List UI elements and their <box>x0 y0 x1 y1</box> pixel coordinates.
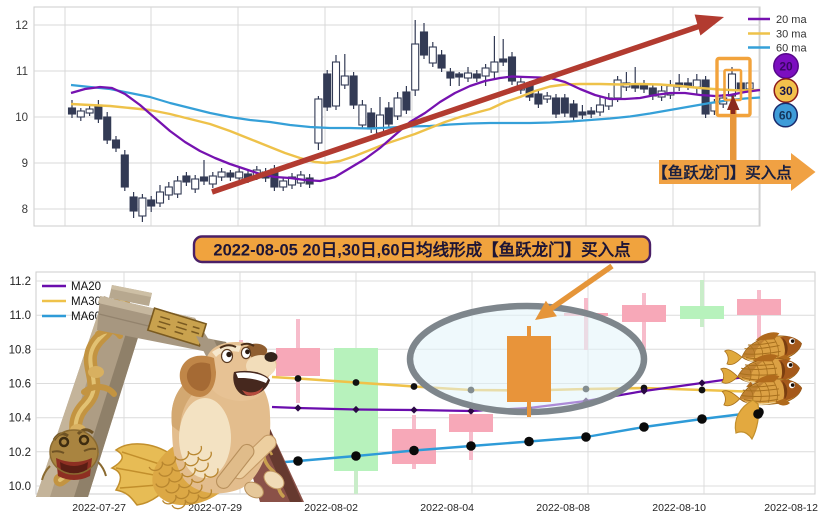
svg-text:30: 30 <box>779 84 793 98</box>
svg-text:9: 9 <box>22 158 28 170</box>
svg-text:20: 20 <box>779 60 793 74</box>
svg-text:MA60: MA60 <box>71 311 101 323</box>
svg-text:2022-07-29: 2022-07-29 <box>188 502 242 514</box>
svg-text:2022-07-27: 2022-07-27 <box>72 502 126 514</box>
svg-text:60: 60 <box>779 109 793 123</box>
svg-text:10.4: 10.4 <box>9 413 32 425</box>
svg-text:30 ma: 30 ma <box>776 29 807 41</box>
svg-text:11.0: 11.0 <box>9 310 31 322</box>
svg-text:10.6: 10.6 <box>9 379 31 391</box>
svg-text:【鱼跃龙门】买入点: 【鱼跃龙门】买入点 <box>652 163 792 182</box>
svg-text:2022-08-04: 2022-08-04 <box>420 502 474 514</box>
svg-text:20 ma: 20 ma <box>776 14 807 26</box>
svg-text:8: 8 <box>22 204 28 216</box>
svg-text:2022-08-12: 2022-08-12 <box>764 502 818 514</box>
svg-text:MA20: MA20 <box>71 281 101 293</box>
svg-text:60 ma: 60 ma <box>776 43 807 55</box>
svg-text:2022-08-02: 2022-08-02 <box>304 502 358 514</box>
svg-text:10.2: 10.2 <box>9 447 31 459</box>
svg-text:11: 11 <box>16 66 28 78</box>
svg-text:2022-08-08: 2022-08-08 <box>536 502 590 514</box>
svg-text:10.0: 10.0 <box>9 481 31 493</box>
svg-text:11.2: 11.2 <box>9 276 31 288</box>
svg-text:2022-08-10: 2022-08-10 <box>652 502 706 514</box>
svg-text:MA30: MA30 <box>71 296 101 308</box>
svg-text:12: 12 <box>15 20 28 32</box>
svg-text:2022-08-05 20日,30日,60日均线形成【鱼跃龙: 2022-08-05 20日,30日,60日均线形成【鱼跃龙门】买入点 <box>213 240 631 260</box>
svg-text:10.8: 10.8 <box>9 344 31 356</box>
svg-text:10: 10 <box>15 112 28 124</box>
